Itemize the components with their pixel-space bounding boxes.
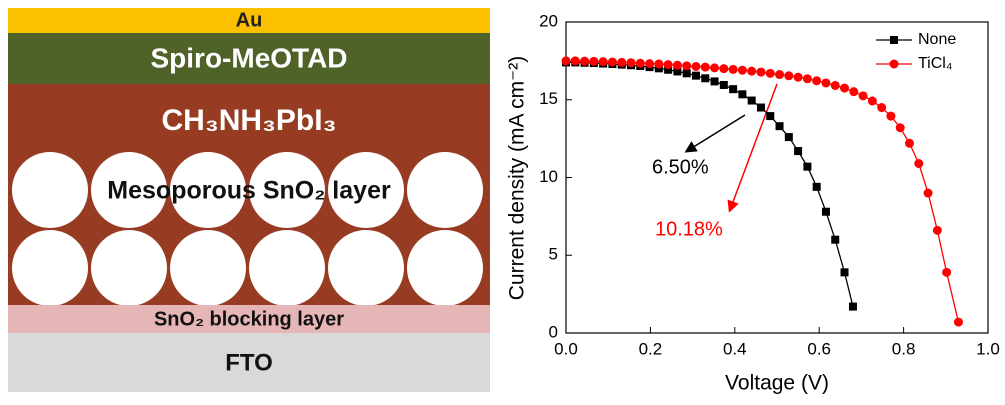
x-tick-label: 0.8 <box>892 339 916 358</box>
point <box>812 76 821 85</box>
point <box>849 87 858 96</box>
point <box>738 90 746 98</box>
point <box>785 133 793 141</box>
point <box>756 68 765 77</box>
point <box>617 58 626 67</box>
point <box>775 70 784 79</box>
series-line <box>566 61 958 322</box>
point <box>841 268 849 276</box>
y-axis-label: Current density (mA cm⁻²) <box>506 56 529 300</box>
point <box>822 208 830 216</box>
point <box>683 69 691 77</box>
point <box>859 91 868 100</box>
point <box>654 59 663 68</box>
point <box>664 60 673 69</box>
point <box>776 122 784 130</box>
point <box>831 81 840 90</box>
legend-label: None <box>918 31 956 48</box>
point <box>562 56 571 65</box>
x-tick-label: 0.4 <box>723 339 747 358</box>
point <box>914 159 923 168</box>
point <box>794 73 803 82</box>
annotation: 6.50% <box>652 156 709 178</box>
series-line <box>566 62 853 306</box>
point <box>729 65 738 74</box>
point <box>896 123 905 132</box>
x-tick-label: 0.2 <box>639 339 663 358</box>
point <box>645 59 654 68</box>
arrow <box>687 115 745 151</box>
jv-chart: Voltage (V) Current density (mA cm⁻²) 6.… <box>506 11 1000 394</box>
point <box>757 104 765 112</box>
layer-label: Au <box>236 9 263 31</box>
legend-marker <box>890 60 899 69</box>
point <box>720 81 728 89</box>
point <box>766 69 775 78</box>
point <box>784 71 793 80</box>
point <box>599 57 608 66</box>
layer-label: Spiro-MeOTAD <box>150 42 347 73</box>
point <box>766 112 774 120</box>
x-tick-label: 0.0 <box>554 339 578 358</box>
layer-label: Mesoporous SnO₂ layer <box>107 177 391 205</box>
point <box>748 97 756 105</box>
layer-label: CH₃NH₃PbI₃ <box>162 104 337 137</box>
point <box>738 66 747 75</box>
point <box>924 189 933 198</box>
point <box>840 84 849 93</box>
point <box>849 303 857 311</box>
point <box>886 112 895 121</box>
y-tick-label: 10 <box>539 167 558 186</box>
point <box>636 59 645 68</box>
y-tick-label: 0 <box>549 322 558 341</box>
figure: Au Spiro-MeOTAD CH₃NH₃PbI₃ Mesoporous Sn… <box>0 0 1005 400</box>
point <box>794 147 802 155</box>
point <box>701 74 709 82</box>
point <box>691 62 700 71</box>
point <box>719 64 728 73</box>
legend-marker <box>890 36 898 44</box>
point <box>701 63 710 72</box>
point <box>710 63 719 72</box>
point <box>877 103 886 112</box>
y-tick-label: 20 <box>539 11 558 30</box>
annotation: 10.18% <box>655 218 723 240</box>
layer-label: FTO <box>225 349 273 376</box>
point <box>813 183 821 191</box>
point <box>831 236 839 244</box>
point <box>933 226 942 235</box>
layer-label: SnO₂ blocking layer <box>154 308 344 330</box>
x-tick-label: 1.0 <box>976 339 1000 358</box>
y-tick-label: 5 <box>549 245 558 264</box>
point <box>682 61 691 70</box>
point <box>942 268 951 277</box>
point <box>580 57 589 66</box>
point <box>747 67 756 76</box>
point <box>868 96 877 105</box>
point <box>821 78 830 87</box>
point <box>589 57 598 66</box>
page: Au Spiro-MeOTAD CH₃NH₃PbI₃ Mesoporous Sn… <box>0 0 1005 400</box>
point <box>673 61 682 70</box>
y-tick-label: 15 <box>539 89 558 108</box>
point <box>954 318 963 327</box>
device-stack: Au Spiro-MeOTAD CH₃NH₃PbI₃ Mesoporous Sn… <box>8 8 490 392</box>
legend-label: TiCl₄ <box>918 55 952 72</box>
point <box>803 163 811 171</box>
x-axis-label: Voltage (V) <box>725 372 829 395</box>
x-tick-label: 0.6 <box>807 339 831 358</box>
point <box>626 58 635 67</box>
point <box>692 72 700 80</box>
point <box>803 74 812 83</box>
point <box>905 139 914 148</box>
point <box>729 85 737 93</box>
point <box>711 77 719 85</box>
point <box>571 56 580 65</box>
point <box>608 57 617 66</box>
